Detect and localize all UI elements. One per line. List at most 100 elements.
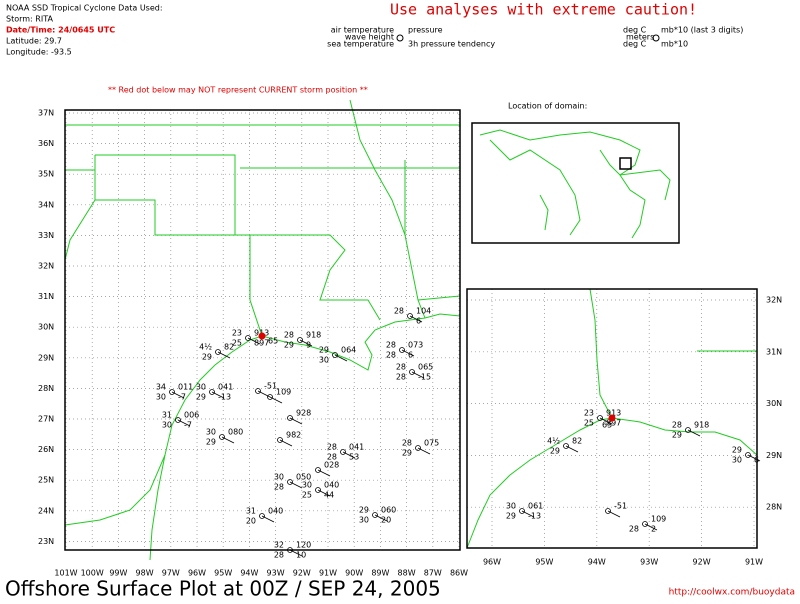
station-value: 29 <box>732 446 742 455</box>
station <box>597 415 603 421</box>
lon-label: 86W <box>450 569 468 578</box>
latitude: Latitude: 29.7 <box>6 37 62 46</box>
lat-label: 26N <box>38 445 54 454</box>
lon-label: 92W <box>293 569 311 578</box>
wind-barb <box>599 417 613 425</box>
station-value: 011 <box>178 383 193 392</box>
station-value: -15 <box>418 373 431 382</box>
main-map: 23913258974½82293401130-73004129-13-5110… <box>64 99 461 561</box>
wind-barb <box>644 523 658 531</box>
station-value: 20 <box>246 517 256 526</box>
wind-barb <box>289 481 303 489</box>
lon-label: 99W <box>109 569 127 578</box>
station-value: 928 <box>296 409 311 418</box>
station-value: 25 <box>232 339 242 348</box>
wind-barb <box>269 396 283 404</box>
station-value: 073 <box>408 341 423 350</box>
station <box>642 521 648 527</box>
station <box>415 445 421 451</box>
station-value: 30 <box>156 393 166 402</box>
station-value: 44 <box>324 491 334 500</box>
footer-url: http://coolwx.com/buoydata <box>669 588 795 598</box>
station-value: 2 <box>651 525 656 534</box>
main-stations: 23913258974½82293401130-73004129-13-5110… <box>156 307 439 560</box>
station <box>245 335 251 341</box>
wind-barb <box>521 510 535 518</box>
wind-barb <box>342 451 356 459</box>
station-value: 28 <box>274 551 284 560</box>
lat-label: 29N <box>766 451 782 460</box>
station-value: 23 <box>232 329 242 338</box>
storm-position <box>608 414 616 422</box>
unit-wave: meters <box>626 33 654 42</box>
station-value: 120 <box>296 541 311 550</box>
station-value: 061 <box>528 502 543 511</box>
station <box>340 449 346 455</box>
lat-label: 30N <box>38 323 54 332</box>
lon-label: 98W <box>136 569 154 578</box>
lat-label: 35N <box>38 170 54 179</box>
wind-barb <box>171 391 185 399</box>
lat-label: 28N <box>766 503 782 512</box>
lon-label: 91W <box>745 558 763 567</box>
border <box>94 155 235 236</box>
station <box>209 389 215 395</box>
station <box>372 512 378 518</box>
lon-label: 96W <box>483 558 501 567</box>
station-value: 31 <box>162 411 172 420</box>
datetime: Date/Time: 24/0645 UTC <box>6 26 115 35</box>
station <box>399 347 405 353</box>
station-value: 28 <box>386 351 396 360</box>
station-value: 897 <box>254 339 269 348</box>
lat-label: 32N <box>766 296 782 305</box>
inset-map <box>471 122 680 244</box>
storm-label: 65 <box>602 421 612 430</box>
continent <box>539 194 549 231</box>
storm-position <box>258 332 266 340</box>
station-value: 29 <box>202 353 212 362</box>
station-value: 897 <box>606 419 621 428</box>
station <box>219 434 225 440</box>
wind-barb <box>417 447 431 455</box>
station-value: 041 <box>218 383 233 392</box>
station-value: 25 <box>584 419 594 428</box>
station-value: 29 <box>359 506 369 515</box>
unit-pressure: mb*10 (last 3 digits) <box>661 26 743 35</box>
footer-title: Offshore Surface Plot at 00Z / SEP 24, 2… <box>5 577 441 601</box>
main-map-bg <box>65 110 460 550</box>
lat-label: 31N <box>38 292 54 301</box>
wind-barb <box>317 489 331 497</box>
lon-label: 95W <box>535 558 553 567</box>
wind-barb <box>177 419 191 427</box>
station-value: 30 <box>302 481 312 490</box>
station <box>563 443 569 449</box>
lon-label: 96W <box>188 569 206 578</box>
station <box>255 388 261 394</box>
lat-label: 31N <box>766 347 782 356</box>
lon-label: 94W <box>588 558 606 567</box>
domain-box <box>619 157 632 170</box>
lat-label: 34N <box>38 200 54 209</box>
station-value: 4½ <box>199 343 212 352</box>
storm-label: 65 <box>268 337 278 346</box>
lon-label: 97W <box>162 569 180 578</box>
station-value: 29 <box>196 393 206 402</box>
station-value: 080 <box>228 428 243 437</box>
station-value: 918 <box>306 331 321 340</box>
wind-barb <box>217 351 231 359</box>
station <box>277 437 283 443</box>
wind-barb <box>317 469 331 477</box>
station-value: 28 <box>386 341 396 350</box>
station-value: 82 <box>224 343 234 352</box>
continent <box>599 149 671 201</box>
storm: Storm: RITA <box>6 15 53 24</box>
station-value: 28 <box>396 373 406 382</box>
station-value: 060 <box>381 506 396 515</box>
wind-barb <box>221 436 235 444</box>
station-value: 30 <box>359 516 369 525</box>
station-value: 28 <box>284 331 294 340</box>
unit-sea: deg C <box>623 40 647 49</box>
